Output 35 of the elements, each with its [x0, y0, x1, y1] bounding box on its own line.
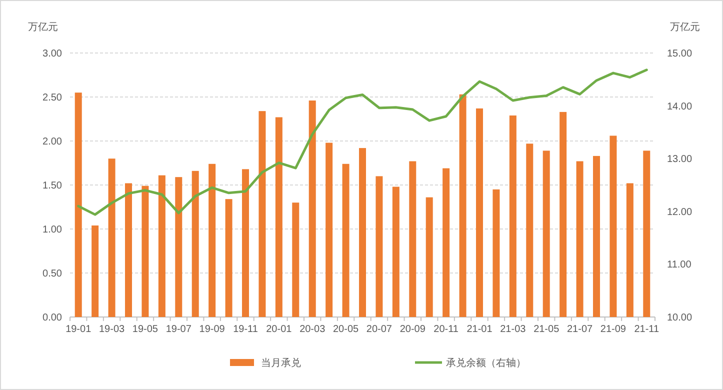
- ylabel: 万亿元: [28, 22, 58, 33]
- legend-label: 当月承兑: [261, 358, 301, 369]
- y2tick: 14.00: [667, 101, 692, 112]
- xtick: 20-09: [400, 324, 426, 335]
- y2label: 万亿元: [670, 22, 700, 33]
- y2tick: 11.00: [667, 260, 692, 271]
- xtick: 19-09: [199, 324, 225, 335]
- xtick: 21-01: [466, 324, 492, 335]
- ytick: 2.00: [42, 136, 62, 148]
- xtick: 21-11: [634, 324, 660, 335]
- xtick: 20-11: [434, 324, 458, 335]
- y2tick: 12.00: [667, 206, 692, 218]
- xtick: 21-05: [534, 324, 560, 335]
- xtick: 21-09: [600, 324, 626, 335]
- ytick: 2.50: [42, 92, 62, 104]
- ytick: 0.50: [42, 268, 62, 280]
- xtick: 19-01: [66, 324, 92, 335]
- xtick: 19-07: [166, 324, 192, 335]
- y2tick: 15.00: [667, 48, 692, 60]
- xtick: 20-07: [366, 324, 392, 335]
- xtick: 20-01: [266, 324, 292, 335]
- ytick: 3.00: [42, 48, 62, 60]
- y2tick: 10.00: [667, 312, 692, 324]
- xtick: 20-03: [300, 324, 326, 335]
- ytick: 1.00: [42, 224, 62, 236]
- ytick: 1.50: [42, 180, 62, 192]
- xtick: 19-03: [99, 324, 125, 335]
- ytick: 0.00: [42, 312, 62, 324]
- xtick: 19-11: [233, 324, 258, 335]
- xtick: 19-05: [132, 324, 158, 335]
- xtick: 21-07: [567, 324, 593, 335]
- xtick: 20-05: [333, 324, 359, 335]
- y2tick: 13.00: [667, 154, 692, 166]
- xtick: 21-03: [500, 324, 526, 335]
- legend-label: 承兑余额（右轴）: [446, 358, 526, 369]
